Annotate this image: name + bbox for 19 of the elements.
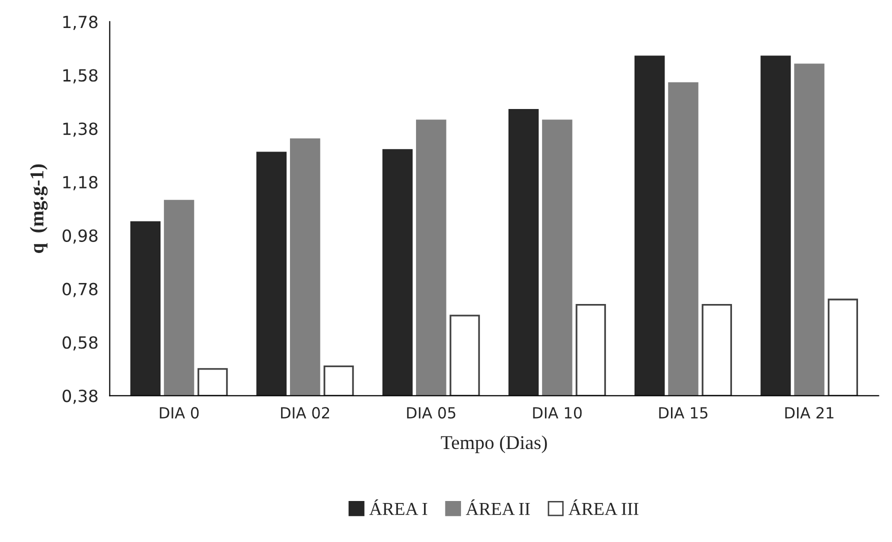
y-tick-label: 0,78 — [62, 282, 98, 298]
y-tick-label: 1,78 — [63, 16, 98, 30]
y-tick-label: 0,38 — [62, 390, 98, 404]
y-tick-label: 0,58 — [62, 336, 98, 351]
y-tick-label: 1,38 — [63, 122, 98, 137]
y-axis-title: q (mg.g-1) — [30, 164, 48, 253]
legend-label: ÁREA I — [369, 499, 428, 515]
legend-label: ÁREA II — [466, 499, 530, 515]
x-tick-label: DIA 05 — [407, 407, 456, 419]
x-tick-label: DIA 02 — [281, 407, 330, 419]
x-axis-title: Tempo (Dias) — [440, 435, 547, 454]
y-tick-label: 1,58 — [63, 69, 98, 84]
x-tick-label: DIA 0 — [160, 407, 199, 419]
x-tick-label: DIA 10 — [533, 407, 582, 419]
x-tick-label: DIA 15 — [659, 407, 708, 419]
x-tick-label: DIA 21 — [785, 407, 834, 418]
legend-label: ÁREA III — [568, 499, 638, 515]
y-tick-label: 1,18 — [63, 176, 98, 190]
y-tick-label: 0,98 — [62, 229, 98, 244]
